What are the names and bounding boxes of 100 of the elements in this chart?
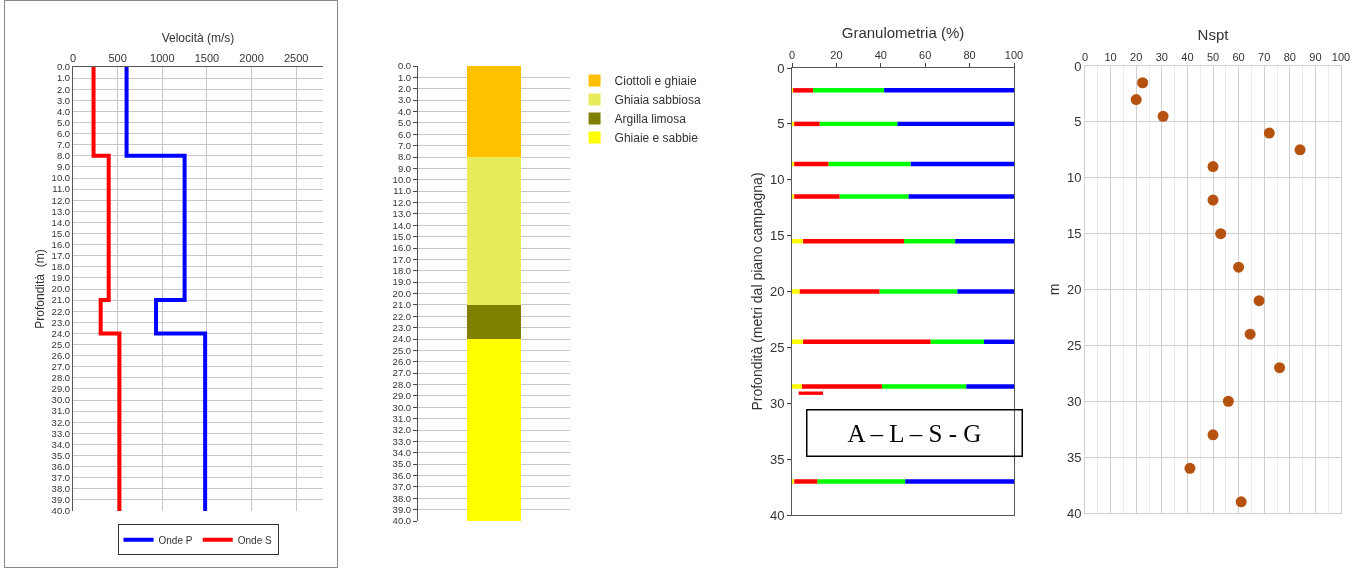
y-tick-label: 25 xyxy=(1066,337,1082,353)
bar xyxy=(897,121,1014,127)
point xyxy=(1184,462,1196,474)
y-tick-label: 40.0 xyxy=(51,505,71,517)
bar xyxy=(908,194,1014,199)
legend-label: Onde S xyxy=(237,534,272,546)
point xyxy=(1263,127,1275,139)
y-tick-label: 24.0 xyxy=(392,333,412,345)
y-tick-label: 17.0 xyxy=(392,253,412,265)
bar xyxy=(792,289,800,294)
y-tick-label: 14.0 xyxy=(51,216,71,228)
point xyxy=(1207,161,1219,173)
point xyxy=(1157,110,1169,122)
y-axis-title: Profondità (metri dal piano campagna) xyxy=(748,172,765,411)
x-tick-label: 40 xyxy=(874,48,887,61)
x-axis-title: Granulometria (%) xyxy=(841,23,965,41)
bar xyxy=(799,289,880,294)
y-tick-label: 30 xyxy=(1066,393,1082,409)
x-tick-label: 60 xyxy=(919,48,932,61)
y-tick-label: 26.0 xyxy=(51,349,71,361)
y-tick-label: 3.0 xyxy=(397,94,412,106)
y-tick-label: 38.0 xyxy=(51,483,71,495)
point xyxy=(1253,295,1265,307)
x-tick-label: 1500 xyxy=(194,51,220,64)
bar xyxy=(801,384,882,389)
y-tick-label: 29.0 xyxy=(51,383,71,395)
y-tick-label: 4.0 xyxy=(56,105,71,117)
y-tick-label: 19.0 xyxy=(392,276,412,288)
y-tick-label: 9.0 xyxy=(56,161,71,173)
bar xyxy=(884,88,1014,93)
y-tick-label: 6.0 xyxy=(397,128,412,140)
y-axis-title: m xyxy=(1045,283,1062,296)
x-tick-label: 70 xyxy=(1258,50,1271,63)
y-tick-label: 20 xyxy=(1066,282,1082,298)
y-tick-label: 13.0 xyxy=(392,208,412,220)
y-tick-label: 35 xyxy=(769,451,785,467)
y-tick-label: 15 xyxy=(1066,226,1082,242)
y-tick-label: 12.0 xyxy=(51,194,71,206)
x-tick-label: 10 xyxy=(1104,50,1117,63)
y-tick-label: 30.0 xyxy=(392,401,412,413)
bar xyxy=(793,88,814,93)
y-tick-label: 20.0 xyxy=(392,287,412,299)
x-tick-label: 30 xyxy=(1155,50,1168,63)
y-tick-label: 15.0 xyxy=(392,230,412,242)
y-tick-label: 30 xyxy=(769,395,785,411)
x-tick-label: 2500 xyxy=(283,51,309,64)
y-tick-label: 2.0 xyxy=(397,83,412,95)
y-tick-label: 27.0 xyxy=(51,361,71,373)
y-tick-label: 12.0 xyxy=(392,196,412,208)
point xyxy=(1274,362,1286,374)
y-axis-title: Profondità (m) xyxy=(32,249,47,329)
bar xyxy=(792,479,795,484)
y-tick-label: 5 xyxy=(1074,114,1082,130)
y-tick-label: 32.0 xyxy=(392,424,412,436)
y-tick-label: 21.0 xyxy=(51,294,71,306)
y-tick-label: 16.0 xyxy=(392,242,412,254)
y-tick-label: 27.0 xyxy=(392,367,412,379)
y-tick-label: 1.0 xyxy=(397,71,412,83)
y-tick-label: 23.0 xyxy=(51,316,71,328)
y-tick-label: 0.0 xyxy=(56,61,71,73)
y-tick-label: 22.0 xyxy=(392,310,412,322)
bar xyxy=(817,479,906,484)
y-tick-label: 5.0 xyxy=(56,116,71,128)
y-tick-label: 30.0 xyxy=(51,394,71,406)
bar xyxy=(466,304,522,339)
legend-label: Argilla limosa xyxy=(614,112,687,127)
bar xyxy=(957,289,1014,294)
y-tick-label: 40 xyxy=(769,507,785,523)
y-tick-label: 33.0 xyxy=(392,435,412,447)
bar xyxy=(792,194,795,199)
y-tick-label: 34.0 xyxy=(392,447,412,459)
y-tick-label: 40 xyxy=(1066,505,1082,521)
bar xyxy=(466,157,522,305)
y-tick-label: 35.0 xyxy=(51,449,71,461)
x-tick-label: 80 xyxy=(963,48,976,61)
point xyxy=(1130,94,1142,106)
x-tick-label: 1000 xyxy=(150,51,175,64)
y-tick-label: 20.0 xyxy=(51,283,71,295)
y-tick-label: 13.0 xyxy=(51,205,71,217)
x-tick-label: 20 xyxy=(1130,50,1143,63)
y-tick-label: 18.0 xyxy=(51,261,71,273)
y-tick-label: 22.0 xyxy=(51,305,71,317)
y-tick-label: 0.0 xyxy=(397,60,412,72)
x-tick-label: 0 xyxy=(788,48,796,61)
y-tick-label: 18.0 xyxy=(392,265,412,277)
point xyxy=(1233,261,1245,273)
legend-label: Ghiaia sabbiosa xyxy=(614,93,701,108)
y-tick-label: 10.0 xyxy=(392,174,412,186)
x-tick-label: 100 xyxy=(1331,50,1351,63)
bar xyxy=(794,479,818,484)
x-tick-label: 80 xyxy=(1283,50,1296,63)
y-tick-label: 26.0 xyxy=(392,356,412,368)
y-tick-label: 17.0 xyxy=(51,250,71,262)
y-tick-label: 10.0 xyxy=(51,172,71,184)
y-tick-label: 25.0 xyxy=(51,338,71,350)
y-tick-label: 10 xyxy=(1066,170,1082,186)
y-tick-label: 10 xyxy=(769,172,785,188)
x-tick-label: 40 xyxy=(1181,50,1194,63)
y-tick-label: 37.0 xyxy=(51,472,71,484)
line-series xyxy=(91,67,122,511)
